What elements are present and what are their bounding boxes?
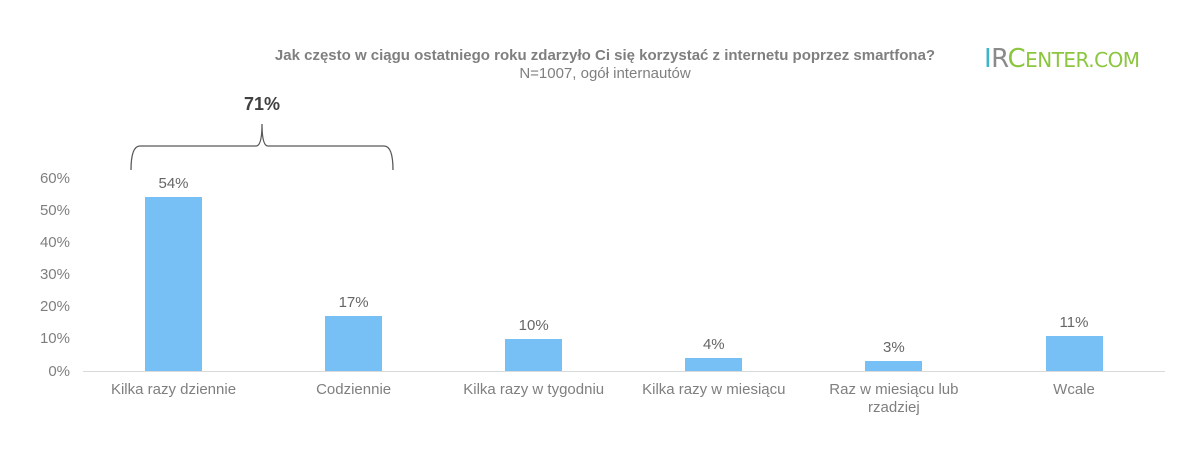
- y-tick: 30%: [39, 266, 70, 283]
- logo-letter-c: C: [1007, 44, 1026, 74]
- logo-letter-r: R: [991, 44, 1008, 74]
- bar-value-label: 10%: [518, 317, 549, 334]
- chart-subtitle: N=1007, ogół internautów: [519, 65, 691, 82]
- category-label: Kilka razy w miesiącu: [642, 381, 786, 398]
- bar: [685, 358, 743, 371]
- bar-value-label: 17%: [338, 294, 369, 311]
- x-axis-line: [83, 371, 1165, 372]
- bar-value-label: 54%: [158, 175, 189, 192]
- y-tick: 20%: [39, 298, 70, 315]
- y-tick: 40%: [39, 234, 70, 251]
- logo-letter-i: I: [984, 44, 992, 74]
- chart-title: Jak często w ciągu ostatniego roku zdarz…: [274, 47, 936, 64]
- bar: [505, 339, 563, 371]
- category-label: Kilka razy w tygodniu: [463, 381, 605, 398]
- bar: [1045, 336, 1103, 371]
- category-label: Wcale: [1053, 381, 1095, 398]
- logo-rest: ENTER.COM: [1025, 48, 1140, 72]
- ircenter-logo: IRCENTER.COM: [984, 44, 1140, 75]
- bar-value-label: 3%: [883, 339, 905, 356]
- category-label: Raz w miesiącu lub rzadziej: [829, 381, 959, 416]
- y-tick: 0%: [48, 363, 70, 380]
- y-tick: 50%: [39, 202, 70, 219]
- y-tick: 60%: [39, 170, 70, 187]
- category-label: Kilka razy dziennie: [110, 381, 237, 398]
- bar: [145, 197, 202, 371]
- bar: [325, 316, 383, 371]
- bracket-total-label: 71%: [243, 94, 281, 114]
- category-label: Codziennie: [316, 381, 392, 398]
- bar-value-label: 4%: [702, 336, 725, 353]
- bar: [865, 361, 923, 371]
- y-tick: 10%: [39, 330, 70, 347]
- bar-value-label: 11%: [1059, 314, 1089, 331]
